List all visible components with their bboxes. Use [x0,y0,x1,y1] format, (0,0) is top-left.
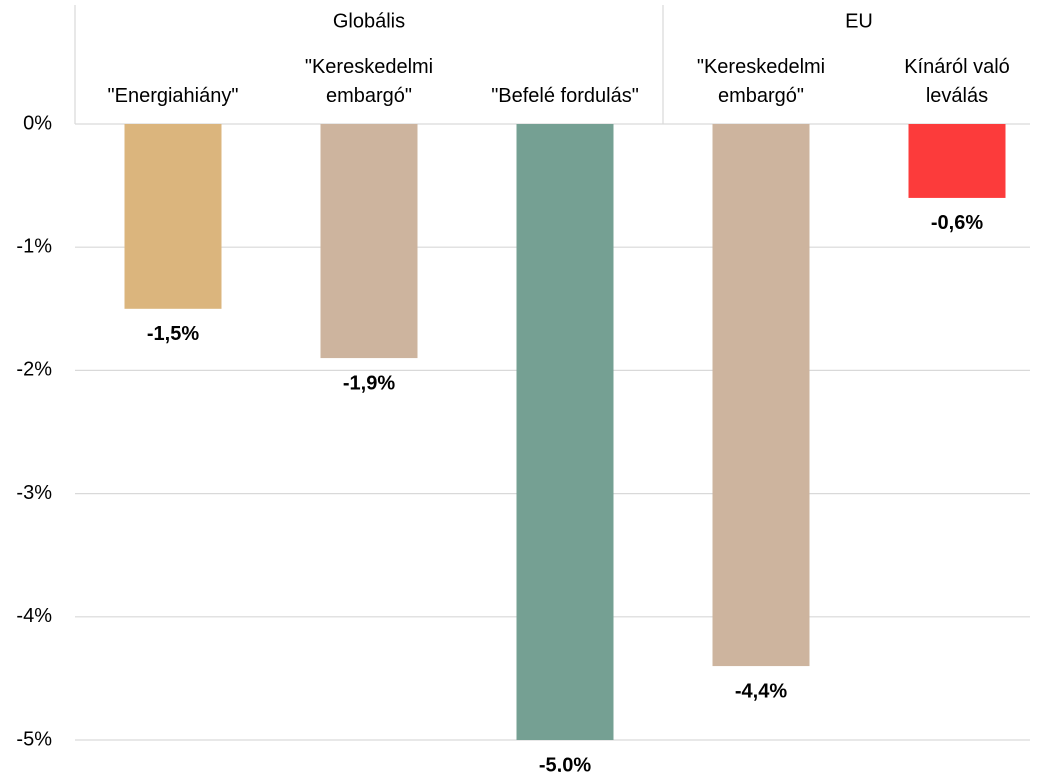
y-tick-label: -2% [16,359,52,381]
x-tick-label: "Kereskedelmi embargó" [305,56,433,107]
bar [124,124,222,309]
value-label: -0,6% [931,212,983,234]
x-tick-label: "Befelé fordulás" [491,85,639,107]
bar [712,124,810,667]
value-label: -4,4% [735,680,787,702]
value-label: -5,0% [539,754,591,772]
y-tick-label: -1% [16,235,52,257]
y-tick-label: 0% [23,112,52,134]
x-tick-label: "Kereskedelmi embargó" [697,56,825,107]
value-label: -1,9% [343,372,395,394]
group-label: EU [845,10,873,32]
value-label: -1,5% [147,323,199,345]
y-tick-label: -3% [16,482,52,504]
bar [516,124,614,740]
x-tick-label: Kínáról való leválás [904,56,1010,107]
bar [320,124,418,359]
x-tick-label: "Energiahiány" [108,85,239,107]
bar [908,124,1006,198]
y-tick-label: -4% [16,605,52,627]
y-tick-label: -5% [16,728,52,750]
group-label: Globális [333,10,405,32]
